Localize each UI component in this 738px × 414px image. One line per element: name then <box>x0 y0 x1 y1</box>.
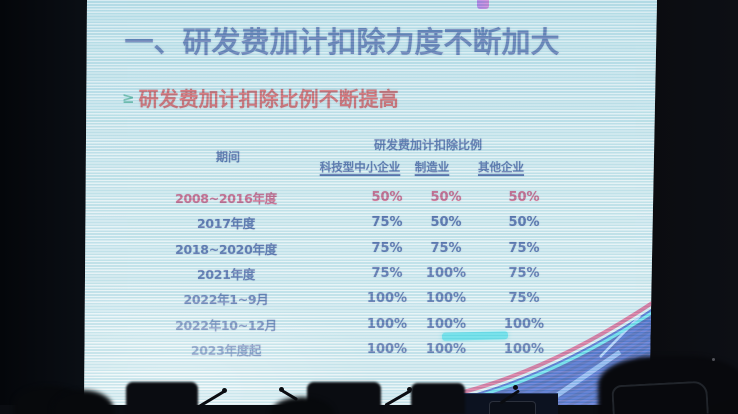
period-cell: 2008~2016年度 <box>175 191 277 207</box>
microphone-tip <box>222 388 227 393</box>
arrow-bullet-icon: ≥ <box>122 89 135 107</box>
slide-content: 一、研发费加计扣除力度不断加大 ≥ 研发费加计扣除比例不断提高 研发费加计扣除比例… <box>84 0 657 414</box>
slide-title: 一、研发费加计扣除力度不断加大 <box>124 25 560 59</box>
monitor-silhouette <box>489 401 536 414</box>
value-cell: 75% <box>430 240 462 256</box>
table-period-header: 期间 <box>215 150 240 164</box>
period-cell: 2021年度 <box>197 267 255 283</box>
table-column-period: 2008~2016年度 2017年度 2018~2020年度 2021年度 20… <box>144 185 308 362</box>
table-group-header: 研发费加计扣除比例 <box>373 138 482 152</box>
period-cell: 2017年度 <box>197 216 255 232</box>
value-cell: 50% <box>430 215 462 231</box>
period-cell: 2022年1~9月 <box>183 292 269 308</box>
microphone-tip <box>279 387 284 392</box>
column-header-manufacturing: 制造业 <box>414 160 450 174</box>
period-cell: 2018~2020年度 <box>175 241 277 257</box>
slide-subtitle: 研发费加计扣除比例不断提高 <box>138 87 399 111</box>
microphone-tip <box>513 385 518 390</box>
slide-subtitle-row: ≥ 研发费加计扣除比例不断提高 <box>122 83 399 112</box>
chair-silhouette <box>126 382 198 414</box>
value-cell: 50% <box>508 215 540 231</box>
period-cell: 2022年10~12月 <box>175 317 277 333</box>
chair-back-outline <box>611 380 709 414</box>
value-cell: 75% <box>508 240 540 256</box>
led-projection-screen: 一、研发费加计扣除力度不断加大 ≥ 研发费加计扣除比例不断提高 研发费加计扣除比例… <box>84 0 657 414</box>
value-cell: 50% <box>430 190 462 206</box>
light-speck <box>712 358 715 361</box>
magenta-top-mark <box>477 0 489 9</box>
value-cell: 75% <box>508 266 540 282</box>
cyan-highlight-marker <box>441 331 509 341</box>
column-header-other: 其他企业 <box>478 160 524 174</box>
value-cell: 50% <box>508 190 540 206</box>
period-cell: 2023年度起 <box>190 342 262 358</box>
value-cell: 100% <box>425 266 467 282</box>
chair-silhouette <box>411 383 465 414</box>
microphone-tip <box>407 387 412 392</box>
